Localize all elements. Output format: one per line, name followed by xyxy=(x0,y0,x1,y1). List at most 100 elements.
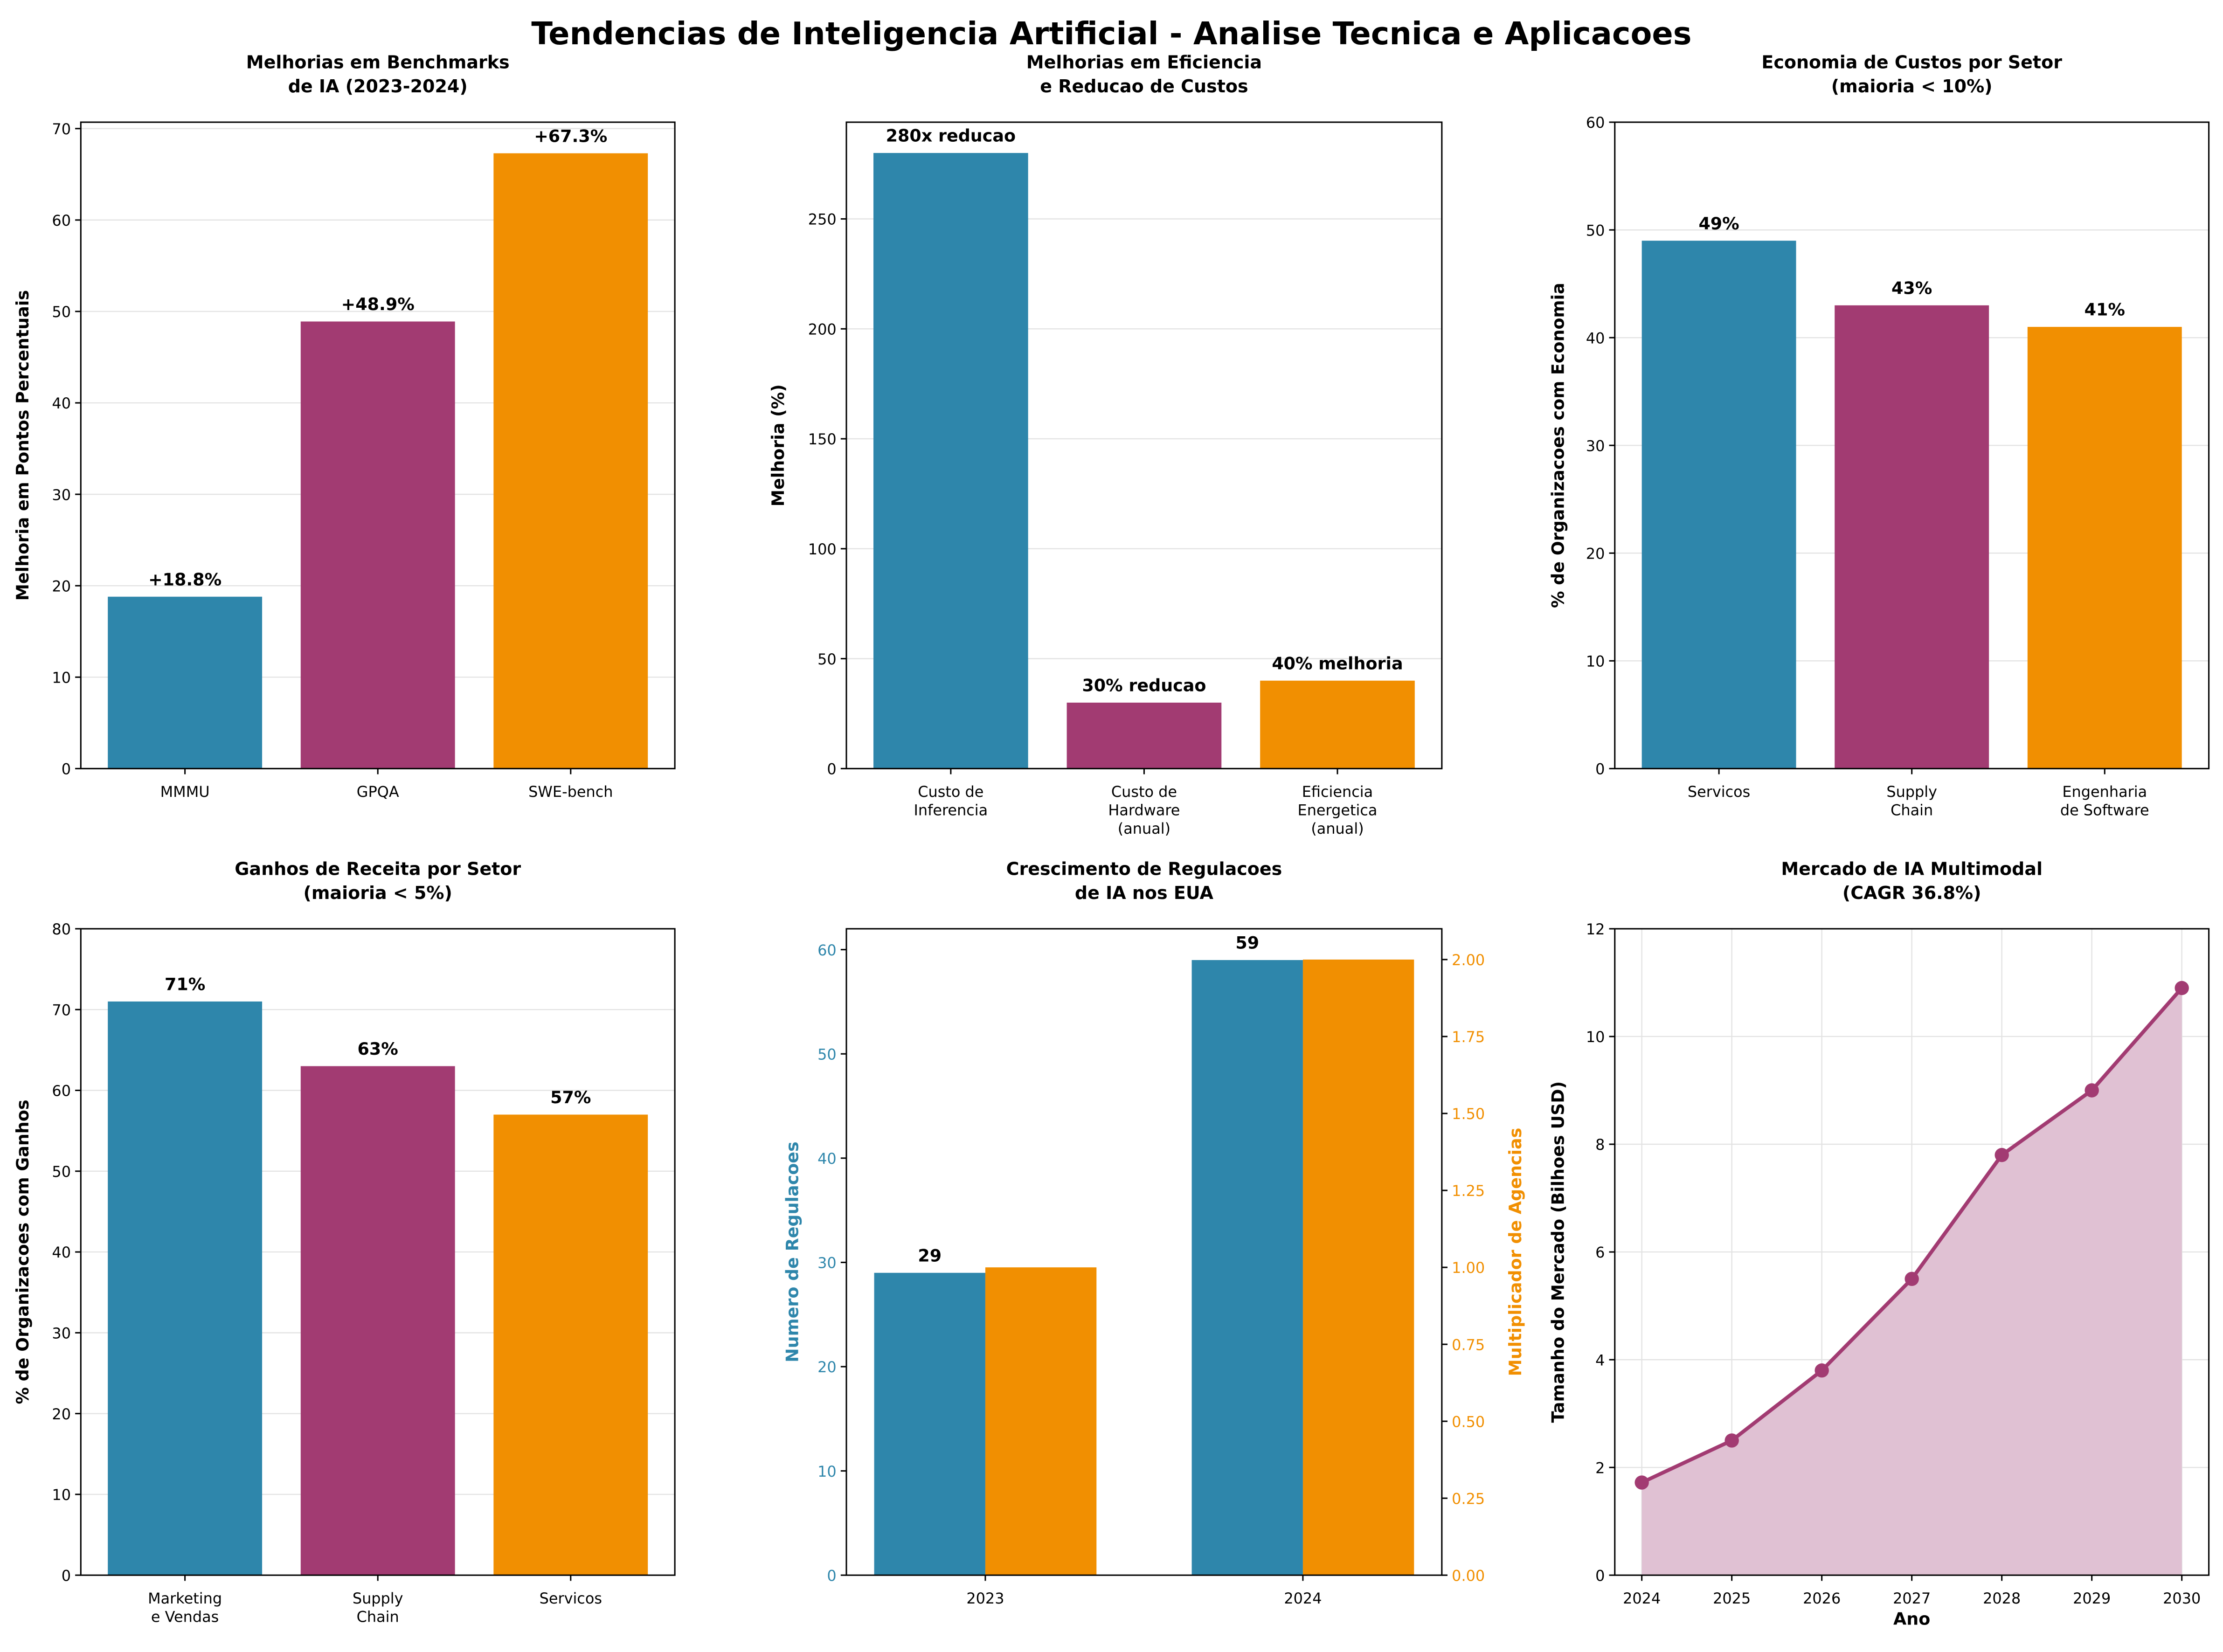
x-tick-label: Supply Chain xyxy=(353,1590,403,1626)
bar-regulacoes xyxy=(874,1272,985,1576)
x-tick-label-line: de Software xyxy=(2060,802,2149,819)
bar xyxy=(108,596,263,769)
y2-axis-label: Multiplicador de Agencias xyxy=(1505,1128,1525,1376)
bar-regulacoes xyxy=(1191,960,1303,1576)
x-tick-label-line: Chain xyxy=(1891,802,1933,819)
y-axis-label: Melhoria em Pontos Percentuais xyxy=(13,290,33,601)
x-tick-label-line: Custo de xyxy=(918,783,983,801)
subplot-title-line: (maioria < 10%) xyxy=(1831,76,1993,97)
x-tick-label: Marketing e Vendas xyxy=(148,1590,222,1626)
data-label: 57% xyxy=(550,1087,591,1107)
bar xyxy=(1641,241,1796,769)
x-tick-label-line: 2026 xyxy=(1803,1590,1841,1607)
y-tick-label: 50 xyxy=(817,1045,837,1063)
y-tick-label: 4 xyxy=(1595,1351,1605,1369)
y-tick-label: 20 xyxy=(817,1358,837,1376)
y-tick-label: 60 xyxy=(52,212,71,229)
data-label: 29 xyxy=(918,1245,942,1265)
subplot-title: Mercado de IA Multimodal (CAGR 36.8%) xyxy=(1781,858,2043,903)
data-point xyxy=(1634,1475,1649,1490)
y-tick-label: 50 xyxy=(52,1163,71,1181)
y-tick-label: 0 xyxy=(62,1567,71,1584)
y2-tick-label: 0.00 xyxy=(1452,1567,1485,1584)
subplot-title-line: Economia de Custos por Setor xyxy=(1761,52,2062,73)
bar xyxy=(300,321,455,769)
subplot-title: Melhorias em Eficiencia e Reducao de Cust… xyxy=(1026,52,1262,97)
x-tick-label-line: 2025 xyxy=(1713,1590,1751,1607)
y-axis-label: Melhoria (%) xyxy=(768,384,788,506)
x-tick-label: Servicos xyxy=(540,1590,602,1607)
x-tick-label: Engenharia de Software xyxy=(2060,783,2149,819)
y-tick-label: 100 xyxy=(808,540,837,558)
bar xyxy=(1260,680,1415,769)
y-tick-label: 250 xyxy=(808,211,837,228)
y-tick-label: 20 xyxy=(52,577,71,595)
y-tick-label: 60 xyxy=(52,1082,71,1100)
y-tick-label: 50 xyxy=(52,303,71,321)
y-tick-label: 40 xyxy=(1586,329,1605,347)
x-tick-label: Custo de Hardware (anual) xyxy=(1108,783,1180,837)
y-tick-label: 50 xyxy=(1586,221,1605,239)
x-tick-label: 2024 xyxy=(1623,1590,1661,1607)
x-tick-label: Servicos xyxy=(1688,783,1750,801)
subplot-title-line: Ganhos de Receita por Setor xyxy=(235,858,521,879)
y-tick-label: 10 xyxy=(52,669,71,686)
x-tick-label: 2026 xyxy=(1803,1590,1841,1607)
data-label: +18.8% xyxy=(148,569,222,589)
y-tick-label: 40 xyxy=(52,1244,71,1261)
y-tick-label: 60 xyxy=(1586,114,1605,131)
y-axis-label: % de Organizacoes com Ganhos xyxy=(13,1099,33,1404)
x-tick-label-line: Chain xyxy=(357,1608,399,1626)
data-point xyxy=(1994,1147,2009,1162)
y-tick-label: 12 xyxy=(1586,920,1605,938)
data-label: 40% melhoria xyxy=(1272,653,1403,673)
subplot-4: 71% 63% 57% 0 10 20 30 40 50 60 70 80 Marketing e Ven… xyxy=(13,858,676,1626)
y-tick-label: 0 xyxy=(62,760,71,778)
subplot-title-line: (CAGR 36.8%) xyxy=(1842,883,1981,903)
x-tick-label: 2028 xyxy=(1983,1590,2021,1607)
x-tick-label-line: (anual) xyxy=(1118,820,1170,837)
subplot-title-line: (maioria < 5%) xyxy=(304,883,452,903)
x-tick-label: MMMU xyxy=(160,783,210,801)
y2-tick-label: 0.25 xyxy=(1452,1490,1485,1507)
subplot-1: +18.8% +48.9% +67.3% 0 10 20 30 40 50 60 70 MMMU GPQ… xyxy=(13,52,676,801)
x-tick-label: GPQA xyxy=(357,783,399,801)
subplot-5: 29 59 0.00 0.25 0.50 0.75 1.00 1.25 1.50 1.75 2.00… xyxy=(783,858,1525,1607)
data-label: 30% reducao xyxy=(1082,676,1206,696)
bar xyxy=(873,153,1028,769)
bar xyxy=(493,153,648,769)
bar xyxy=(1066,702,1222,769)
x-tick-label-line: Servicos xyxy=(540,1590,602,1607)
bar xyxy=(108,1001,263,1576)
subplot-title-line: Melhorias em Eficiencia xyxy=(1026,52,1262,73)
x-tick-label-line: MMMU xyxy=(160,783,210,801)
subplot-title-line: de IA nos EUA xyxy=(1075,883,1214,903)
data-label: +48.9% xyxy=(341,294,415,314)
data-label: 280x reducao xyxy=(886,126,1016,146)
x-tick-label-line: 2030 xyxy=(2163,1590,2201,1607)
x-tick-label-line: 2023 xyxy=(966,1590,1004,1607)
bar-multiplicador xyxy=(985,1267,1097,1576)
x-tick-label-line: Supply xyxy=(1886,783,1937,801)
x-tick-label: 2025 xyxy=(1713,1590,1751,1607)
y-tick-label: 80 xyxy=(52,920,71,938)
bar xyxy=(300,1066,455,1576)
y-tick-label: 20 xyxy=(52,1405,71,1423)
x-tick-label-line: Eficiencia xyxy=(1302,783,1373,801)
data-point xyxy=(1904,1272,1919,1286)
x-tick-label-line: 2029 xyxy=(2073,1590,2111,1607)
y-tick-label: 30 xyxy=(52,1325,71,1342)
subplot-title: Ganhos de Receita por Setor (maioria < 5%… xyxy=(235,858,521,903)
y-tick-label: 40 xyxy=(817,1150,837,1168)
subplot-title: Economia de Custos por Setor (maioria < 1… xyxy=(1761,52,2062,97)
data-label: 59 xyxy=(1235,933,1259,953)
y-tick-label: 0 xyxy=(1595,1567,1605,1584)
subplot-2: 280x reducao 30% reducao 40% melhoria 0 50 10… xyxy=(768,52,1443,837)
y-tick-label: 6 xyxy=(1595,1244,1605,1261)
x-tick-label: 2030 xyxy=(2163,1590,2201,1607)
y2-tick-label: 1.25 xyxy=(1452,1182,1485,1200)
y-tick-label: 2 xyxy=(1595,1459,1605,1477)
data-point xyxy=(2084,1083,2099,1098)
x-tick-label: 2027 xyxy=(1893,1590,1931,1607)
bar xyxy=(2027,327,2182,769)
